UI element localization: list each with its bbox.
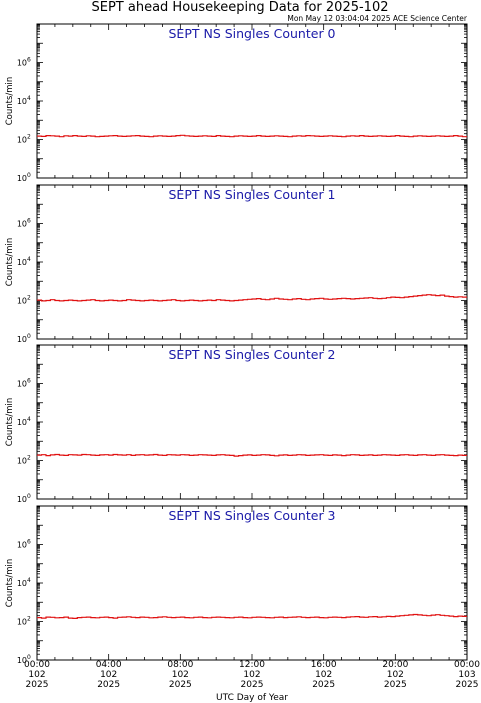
x-tick-day: 102: [315, 670, 332, 680]
panel-title: SEPT NS Singles Counter 3: [168, 508, 335, 523]
x-tick-day: 102: [172, 670, 189, 680]
generated-timestamp: Mon May 12 03:04:04 2025 ACE Science Cen…: [287, 14, 468, 23]
y-tick-label: 10: [17, 97, 27, 106]
y-tick-exponent: 0: [27, 654, 31, 661]
x-tick-day: 103: [458, 670, 475, 680]
x-tick-year: 2025: [241, 680, 264, 690]
panel-title: SEPT NS Singles Counter 0: [168, 26, 335, 41]
x-tick-year: 2025: [97, 680, 120, 690]
series-line: [37, 294, 467, 302]
panel-frame: [36, 344, 468, 500]
y-tick-exponent: 6: [27, 57, 31, 64]
x-axis-label: UTC Day of Year: [216, 693, 288, 703]
x-tick-day: 102: [100, 670, 117, 680]
y-tick-label: 10: [17, 579, 27, 588]
y-tick-label: 10: [17, 656, 27, 665]
x-tick-year: 2025: [456, 680, 479, 690]
y-tick-exponent: 0: [27, 493, 31, 500]
y-tick-exponent: 2: [27, 295, 31, 302]
y-tick-label: 10: [17, 220, 27, 229]
y-tick-exponent: 2: [27, 134, 31, 141]
y-tick-exponent: 2: [27, 616, 31, 623]
y-tick-exponent: 4: [27, 95, 31, 102]
x-tick-time: 08:00: [167, 660, 193, 670]
y-axis-label: Counts/min: [5, 559, 15, 608]
y-tick-exponent: 0: [27, 172, 31, 179]
y-tick-exponent: 4: [27, 577, 31, 584]
y-tick-label: 10: [17, 174, 27, 183]
y-tick-label: 10: [17, 618, 27, 627]
x-tick-time: 00:00: [454, 660, 480, 670]
panel-frame: [36, 184, 468, 340]
y-axis-label: Counts/min: [5, 238, 15, 287]
x-tick-time: 16:00: [311, 660, 337, 670]
y-tick-label: 10: [17, 541, 27, 550]
panel-title: SEPT NS Singles Counter 1: [168, 187, 335, 202]
x-tick-time: 00:00: [24, 660, 50, 670]
x-tick-time: 20:00: [382, 660, 408, 670]
x-tick-year: 2025: [26, 680, 49, 690]
y-tick-label: 10: [17, 495, 27, 504]
y-tick-exponent: 2: [27, 455, 31, 462]
y-tick-exponent: 6: [27, 218, 31, 225]
x-tick-year: 2025: [384, 680, 407, 690]
figure-title: SEPT ahead Housekeeping Data for 2025-10…: [92, 0, 389, 15]
series-line: [37, 453, 467, 457]
y-tick-label: 10: [17, 418, 27, 427]
x-tick-year: 2025: [312, 680, 335, 690]
y-tick-label: 10: [17, 258, 27, 267]
y-tick-exponent: 4: [27, 256, 31, 263]
y-axis-label: Counts/min: [5, 398, 15, 447]
panel-title: SEPT NS Singles Counter 2: [168, 347, 335, 362]
x-tick-day: 102: [28, 670, 45, 680]
x-tick-day: 102: [387, 670, 404, 680]
panel-frame: [36, 23, 468, 179]
series-line: [37, 613, 467, 619]
y-tick-label: 10: [17, 335, 27, 344]
y-tick-exponent: 6: [27, 378, 31, 385]
x-axis: 00:00102202504:00102202508:00102202512:0…: [24, 660, 480, 690]
y-tick-exponent: 0: [27, 333, 31, 340]
y-tick-label: 10: [17, 297, 27, 306]
series-line: [37, 134, 467, 138]
y-tick-label: 10: [17, 457, 27, 466]
x-tick-year: 2025: [169, 680, 192, 690]
x-tick-time: 12:00: [239, 660, 265, 670]
x-tick-time: 04:00: [96, 660, 122, 670]
y-tick-label: 10: [17, 380, 27, 389]
y-tick-exponent: 6: [27, 539, 31, 546]
y-tick-label: 10: [17, 136, 27, 145]
y-axis-label: Counts/min: [5, 77, 15, 126]
x-tick-day: 102: [243, 670, 260, 680]
y-tick-exponent: 4: [27, 416, 31, 423]
y-tick-label: 10: [17, 59, 27, 68]
panel-frame: [36, 505, 468, 661]
